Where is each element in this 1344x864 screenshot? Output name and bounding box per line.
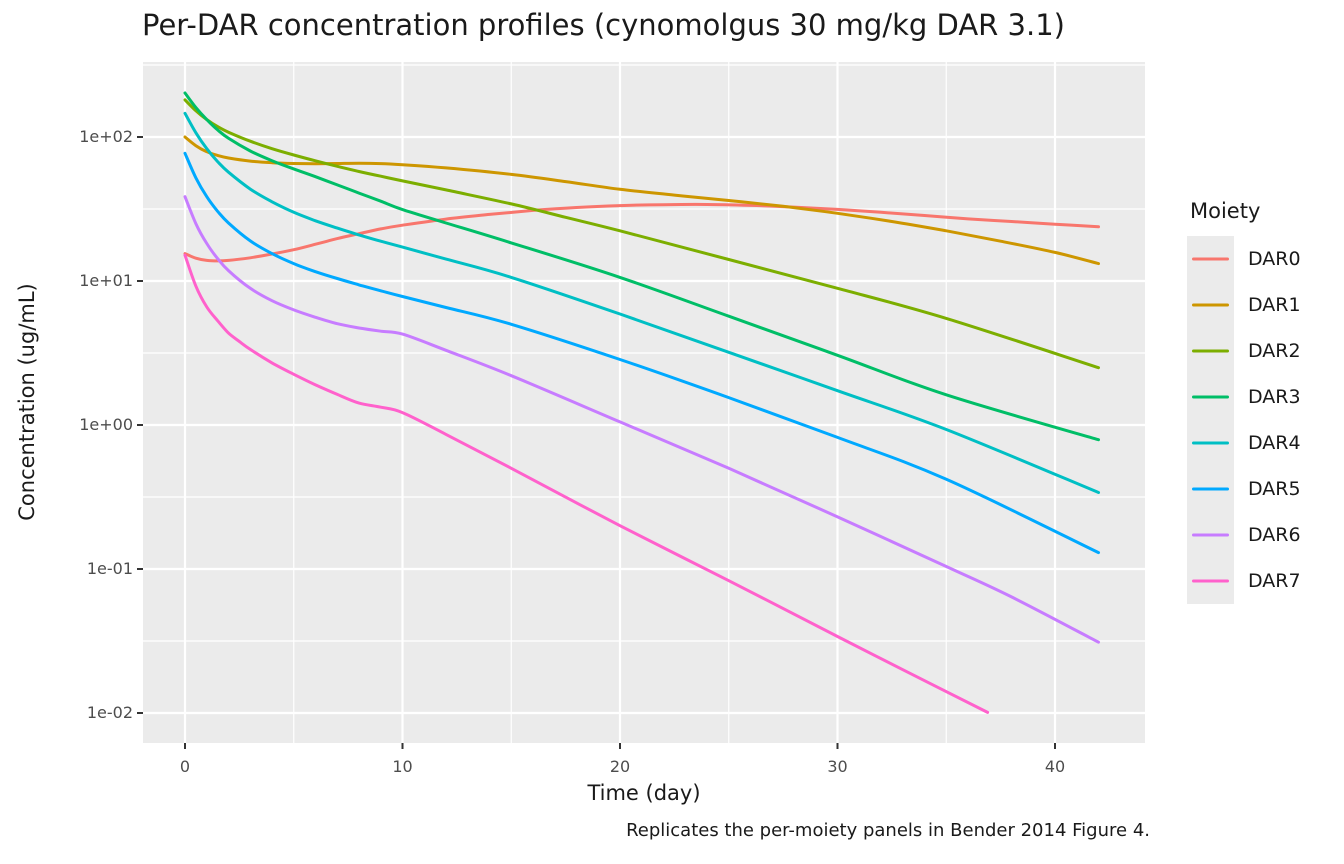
legend-key: [1187, 558, 1234, 604]
legend-label: DAR7: [1248, 570, 1301, 592]
legend-label: DAR6: [1248, 524, 1301, 546]
legend-key-line: [1192, 487, 1229, 491]
legend-key-line: [1192, 533, 1229, 537]
series-line-DAR2: [183, 98, 1100, 370]
legend-row: DAR4: [1187, 420, 1301, 466]
legend-key-line: [1192, 395, 1229, 399]
plot-caption: Replicates the per-moiety panels in Bend…: [626, 820, 1150, 841]
y-tick-label: 1e+02: [79, 127, 133, 146]
legend-key-line: [1192, 441, 1229, 445]
legend-key: [1187, 374, 1234, 420]
x-tick-label: 30: [827, 757, 848, 776]
legend-row: DAR3: [1187, 374, 1301, 420]
legend-key-line: [1192, 257, 1229, 261]
y-tick-label: 1e+00: [79, 415, 133, 434]
x-axis-title: Time (day): [587, 781, 701, 805]
series-line-DAR6: [183, 195, 1100, 644]
x-tick-label: 0: [179, 757, 191, 776]
legend-label: DAR5: [1248, 478, 1301, 500]
legend-label: DAR0: [1248, 248, 1301, 270]
legend-rows: DAR0 DAR1 DAR2 DAR3 DAR4 DAR5 DAR6 DAR7: [1187, 236, 1301, 604]
series-line-DAR4: [183, 111, 1100, 494]
series-line-DAR3: [183, 91, 1100, 442]
x-tick-label: 40: [1044, 757, 1066, 776]
legend-row: DAR1: [1187, 282, 1301, 328]
legend-label: DAR3: [1248, 386, 1301, 408]
legend-label: DAR1: [1248, 294, 1301, 316]
series-line-DAR7: [183, 253, 990, 714]
legend-key: [1187, 282, 1234, 328]
series-line-DAR1: [183, 135, 1100, 266]
legend-key-line: [1192, 349, 1229, 353]
legend-row: DAR6: [1187, 512, 1301, 558]
plot-title: Per-DAR concentration profiles (cynomolg…: [142, 8, 1065, 42]
legend: Moiety DAR0 DAR1 DAR2 DAR3 DAR4 DAR5 DAR6 DAR7: [1187, 199, 1301, 604]
legend-key: [1187, 420, 1234, 466]
legend-key: [1187, 466, 1234, 512]
x-tick-label: 10: [392, 757, 413, 776]
legend-title: Moiety: [1190, 199, 1261, 223]
legend-label: DAR2: [1248, 340, 1301, 362]
y-tick-label: 1e+01: [79, 271, 133, 290]
legend-row: DAR7: [1187, 558, 1301, 604]
legend-key: [1187, 328, 1234, 374]
legend-key-line: [1192, 579, 1229, 583]
y-tick-label: 1e-01: [86, 559, 133, 578]
x-tick-label: 20: [609, 757, 631, 776]
legend-row: DAR2: [1187, 328, 1301, 374]
y-tick-label: 1e-02: [86, 703, 133, 722]
legend-row: DAR0: [1187, 236, 1301, 282]
legend-row: DAR5: [1187, 466, 1301, 512]
legend-label: DAR4: [1248, 432, 1301, 454]
series-line-DAR0: [183, 202, 1100, 263]
legend-key-line: [1192, 303, 1229, 307]
legend-key: [1187, 512, 1234, 558]
y-axis-title: Concentration (ug/mL): [15, 283, 39, 521]
series-line-DAR5: [183, 151, 1100, 555]
legend-key: [1187, 236, 1234, 282]
